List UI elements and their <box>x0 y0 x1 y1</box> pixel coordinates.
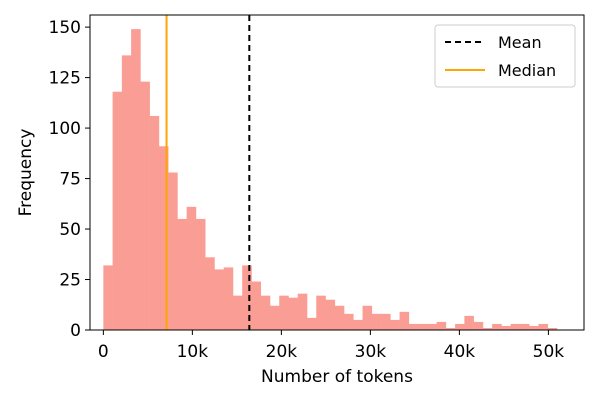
y-tick-label: 100 <box>49 119 81 139</box>
histogram-bar <box>177 218 187 330</box>
histogram-bar <box>158 146 169 330</box>
histogram-bar <box>436 321 447 330</box>
histogram-bar <box>353 319 363 330</box>
histogram-bar <box>260 295 271 330</box>
histogram-bar <box>112 91 123 330</box>
histogram-bar <box>418 323 428 330</box>
histogram-bar <box>492 323 502 330</box>
histogram-bar <box>390 319 400 330</box>
y-tick-label: 50 <box>59 220 81 240</box>
histogram-bar <box>195 218 206 330</box>
histogram-bars <box>103 29 558 331</box>
y-tick-label: 25 <box>59 271 81 291</box>
histogram-bar <box>325 299 336 330</box>
histogram-bar <box>168 172 178 330</box>
histogram-bar <box>501 325 511 330</box>
y-tick-label: 150 <box>49 18 81 38</box>
histogram-bar <box>519 323 530 330</box>
histogram-bar <box>455 323 465 330</box>
histogram-bar <box>399 311 410 330</box>
legend: Mean Median <box>434 24 576 88</box>
histogram-bar <box>316 295 326 330</box>
x-tick-label: 50k <box>533 342 565 362</box>
x-axis-ticks: 0 10k 20k 30k 40k 50k <box>98 330 564 362</box>
y-axis-ticks: 0 25 50 75 100 125 150 <box>49 18 90 341</box>
histogram-bar <box>529 325 539 330</box>
histogram-bar <box>121 55 132 330</box>
histogram-bar <box>538 323 548 330</box>
x-tick-label: 40k <box>444 342 476 362</box>
histogram-bar <box>362 305 373 330</box>
histogram-bar <box>131 29 141 330</box>
x-tick-label: 20k <box>266 342 298 362</box>
histogram-bar <box>251 281 262 330</box>
y-axis-title: Frequency <box>16 129 36 217</box>
histogram-bar <box>408 323 419 330</box>
histogram-bar <box>140 81 150 330</box>
y-tick-label: 75 <box>59 170 81 190</box>
histogram-bar <box>510 323 521 330</box>
histogram-bar <box>334 305 345 330</box>
histogram-bar <box>279 295 289 330</box>
histogram-bar <box>242 265 252 330</box>
histogram-bar <box>371 313 382 330</box>
histogram-bar <box>205 257 215 330</box>
legend-median-label: Median <box>498 61 556 80</box>
x-tick-label: 30k <box>355 342 387 362</box>
histogram-bar <box>186 206 197 330</box>
histogram-bar <box>307 317 317 330</box>
histogram-bar <box>381 313 391 330</box>
histogram-bar <box>482 327 493 330</box>
histogram-bar <box>464 315 474 330</box>
y-tick-label: 125 <box>49 69 81 89</box>
histogram-bar <box>223 267 234 330</box>
histogram-bar <box>547 327 558 330</box>
histogram-bar <box>445 327 456 330</box>
histogram-bar <box>214 269 224 330</box>
legend-box <box>434 24 576 88</box>
histogram-bar <box>103 265 113 330</box>
x-axis-title: Number of tokens <box>261 367 413 387</box>
histogram-bar <box>149 115 160 331</box>
histogram-bar <box>269 305 280 330</box>
reference-lines <box>165 15 251 330</box>
plot-frame <box>89 14 585 331</box>
histogram-bar <box>473 321 484 330</box>
histogram-bar <box>288 297 299 330</box>
histogram-bar <box>427 323 437 330</box>
y-tick-label: 0 <box>70 321 81 341</box>
legend-mean-label: Mean <box>498 33 542 52</box>
histogram-bar <box>232 295 243 330</box>
x-tick-label: 0 <box>98 342 109 362</box>
histogram-bar <box>297 293 308 330</box>
x-tick-label: 10k <box>177 342 209 362</box>
histogram-bar <box>344 313 354 330</box>
